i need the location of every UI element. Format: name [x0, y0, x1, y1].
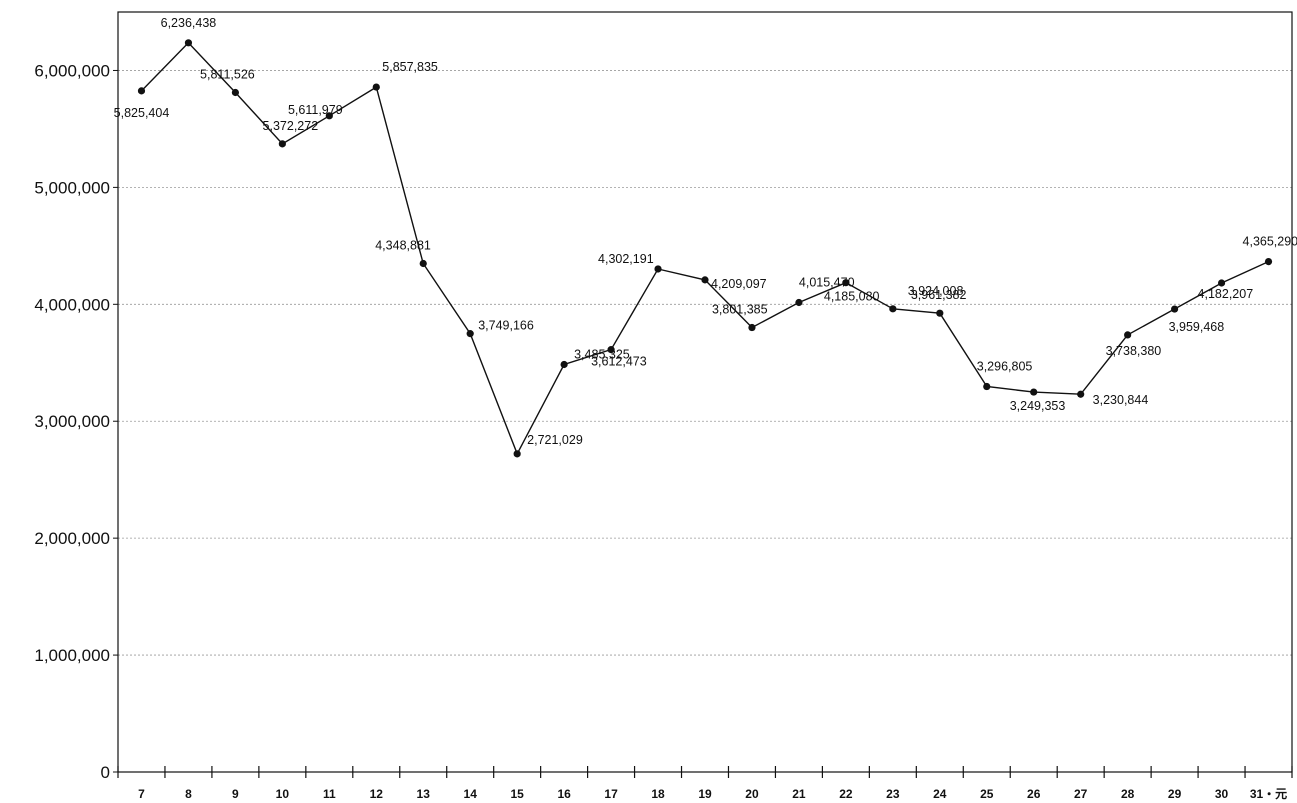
- data-point: [1124, 331, 1132, 339]
- data-label: 4,182,207: [1198, 287, 1254, 301]
- y-tick-label: 0: [101, 763, 110, 782]
- x-tick-label: 9: [232, 787, 239, 801]
- plot-border: [117, 11, 1293, 773]
- data-point: [231, 88, 239, 97]
- data-label: 3,296,805: [977, 360, 1033, 374]
- data-label: 5,372,272: [263, 119, 319, 133]
- x-tick-label: 15: [510, 787, 524, 801]
- x-tick-label: 14: [464, 787, 478, 801]
- x-tick-label: 30: [1215, 787, 1229, 801]
- data-label: 4,302,191: [598, 252, 654, 266]
- data-point: [1077, 390, 1085, 398]
- x-tick-label: 11: [323, 787, 336, 801]
- data-label: 4,185,080: [824, 290, 880, 304]
- x-tick-label: 16: [557, 787, 571, 801]
- data-label: 4,209,097: [711, 277, 767, 291]
- data-point: [513, 450, 521, 458]
- data-point: [278, 140, 286, 148]
- x-tick-label: 26: [1027, 787, 1041, 801]
- data-label: 4,015,470: [799, 275, 855, 289]
- data-label: 3,924,008: [908, 284, 964, 298]
- data-label: 3,738,380: [1106, 344, 1162, 358]
- data-label: 2,721,029: [527, 433, 583, 447]
- x-tick-label: 13: [417, 787, 431, 801]
- y-tick-label: 4,000,000: [34, 295, 110, 314]
- data-point: [1264, 257, 1273, 266]
- y-tick-label: 1,000,000: [34, 646, 110, 665]
- y-tick-labels: 0 1,000,000 2,000,000 3,000,000 4,000,000 5,0…: [34, 61, 110, 782]
- data-label: 3,749,166: [478, 319, 534, 333]
- x-tick-label: 27: [1074, 787, 1088, 801]
- x-tick-label: 12: [370, 787, 384, 801]
- x-tick-label: 19: [698, 787, 712, 801]
- x-tick-label: 10: [276, 787, 290, 801]
- x-tick-label: 25: [980, 787, 994, 801]
- data-point: [325, 112, 333, 120]
- data-point: [184, 39, 193, 47]
- data-labels: 5,825,404 6,236,438 5,811,526 5,372,272 5,61…: [114, 16, 1297, 447]
- data-label: 3,230,844: [1093, 393, 1149, 407]
- data-point: [936, 309, 944, 317]
- data-point: [795, 298, 803, 307]
- y-tick-label: 2,000,000: [34, 529, 110, 548]
- data-point: [1217, 279, 1226, 287]
- x-tick-label: 24: [933, 787, 947, 801]
- x-tick-label: 28: [1121, 787, 1135, 801]
- axis-layer: [113, 11, 1293, 778]
- grid-layer: [118, 70, 1292, 656]
- data-label: 5,611,979: [288, 103, 343, 117]
- data-point: [1171, 305, 1179, 313]
- data-point: [983, 382, 991, 391]
- data-label: 3,612,473: [591, 355, 647, 369]
- data-point: [607, 346, 615, 354]
- data-point: [842, 279, 850, 287]
- data-point: [1030, 388, 1038, 396]
- data-point: [748, 323, 756, 332]
- x-tick-label: 20: [745, 787, 759, 801]
- data-label: 4,348,881: [375, 239, 431, 253]
- x-tick-label: 17: [604, 787, 618, 801]
- data-point: [889, 305, 897, 313]
- data-label: 3,961,382: [911, 288, 967, 302]
- x-tick-label: 21: [792, 787, 806, 801]
- data-point: [654, 265, 662, 273]
- x-tick-label: 8: [185, 787, 192, 801]
- data-label: 3,801,385: [712, 303, 768, 317]
- x-tick-label: 22: [839, 787, 853, 801]
- data-points: [137, 39, 1273, 458]
- data-label: 6,236,438: [161, 16, 217, 30]
- data-label: 3,249,353: [1010, 399, 1066, 413]
- data-label: 5,825,404: [114, 106, 170, 120]
- data-label: 3,959,468: [1169, 320, 1225, 334]
- data-point: [372, 83, 380, 91]
- data-label: 3,485,325: [574, 347, 630, 361]
- x-tick-label: 31・元: [1250, 787, 1287, 801]
- data-label: 4,365,290: [1243, 235, 1297, 249]
- data-label: 5,857,835: [382, 60, 438, 74]
- x-tick-label: 23: [886, 787, 900, 801]
- y-tick-label: 3,000,000: [34, 412, 110, 431]
- x-tick-labels: 7 8 9 10 11 12 13 14 15 16 17 18 19 20 21 22 23 24 25 26 27 2…: [138, 787, 1287, 801]
- x-tick-label: 18: [651, 787, 665, 801]
- data-label: 5,811,526: [200, 67, 255, 81]
- x-tick-label: 7: [138, 787, 145, 801]
- data-point: [560, 360, 568, 369]
- y-tick-label: 5,000,000: [34, 178, 110, 197]
- data-point: [466, 330, 474, 338]
- data-point: [419, 259, 427, 268]
- data-point: [701, 276, 709, 284]
- data-point: [137, 87, 146, 95]
- y-tick-label: 6,000,000: [34, 61, 110, 80]
- x-tick-label: 29: [1168, 787, 1182, 801]
